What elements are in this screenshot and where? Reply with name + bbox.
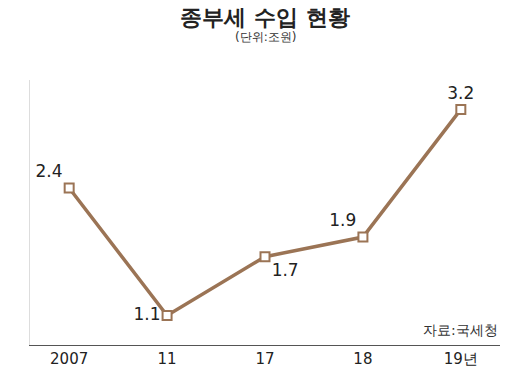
svg-text:자료:국세청: 자료:국세청 (423, 322, 498, 338)
svg-text:3.2: 3.2 (447, 83, 474, 103)
svg-text:17: 17 (255, 350, 274, 368)
svg-text:19년: 19년 (444, 350, 478, 368)
svg-text:18: 18 (353, 350, 372, 368)
svg-text:종부세 수입 현황: 종부세 수입 현황 (180, 5, 349, 30)
svg-text:1.9: 1.9 (329, 210, 356, 230)
svg-text:(단위:조원): (단위:조원) (235, 30, 296, 44)
svg-text:11: 11 (158, 350, 177, 368)
svg-text:1.1: 1.1 (133, 304, 160, 324)
svg-text:2.4: 2.4 (35, 161, 62, 181)
svg-text:2007: 2007 (50, 350, 88, 368)
svg-text:1.7: 1.7 (272, 260, 299, 280)
